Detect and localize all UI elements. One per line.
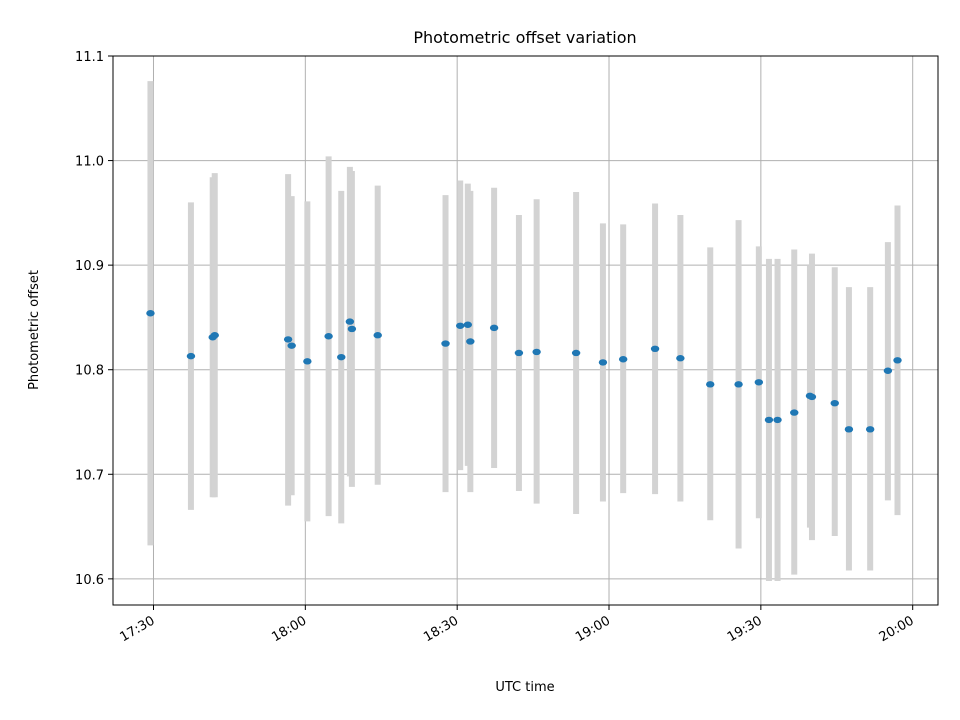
data-point [210,332,219,339]
data-point [650,345,660,352]
data-point [337,353,346,361]
data-point [466,338,475,345]
data-point [830,399,839,407]
x-axis: 17:30 18:00 18:30 19:00 19:30 20:00 [118,605,917,645]
data-points [146,310,902,433]
data-point [287,342,296,349]
data-point [883,367,893,374]
y-axis: 10.6 10.7 10.8 10.9 11.0 11.1 [75,50,113,588]
data-point [773,416,782,424]
x-tick-label: 20:00 [877,613,917,645]
plot-frame [112,55,939,606]
data-point [283,336,293,343]
data-point [893,357,902,364]
data-point [844,426,854,433]
chart-title: Photometric offset variation [413,28,636,47]
data-point [706,381,715,388]
data-point [532,348,541,356]
y-axis-label: Photometric offset [27,270,42,390]
x-tick-label: 19:00 [573,613,613,645]
data-point [618,356,628,363]
data-point [345,318,355,325]
data-point [790,409,799,416]
data-point [373,332,382,339]
x-tick-label: 17:30 [118,613,158,645]
x-tick-label: 19:30 [725,613,765,645]
data-point [347,325,357,333]
x-axis-label: UTC time [495,680,554,695]
data-point [456,322,465,329]
y-tick-label: 10.6 [75,573,104,588]
data-point [764,416,774,424]
data-point [571,349,581,357]
data-point [463,321,473,328]
errorbars [147,81,901,581]
data-point [489,324,499,332]
data-point [146,310,155,317]
data-point [514,349,524,357]
data-point [324,333,333,340]
y-tick-label: 10.8 [75,364,104,379]
x-tick-label: 18:30 [421,613,461,645]
data-point [598,359,608,366]
data-point [303,358,312,365]
y-tick-label: 11.0 [75,155,104,170]
data-point [754,379,764,386]
x-tick-label: 18:00 [269,613,309,645]
data-point [865,426,875,433]
data-point [676,355,685,362]
y-tick-label: 10.9 [75,259,104,274]
data-point [441,340,450,347]
y-tick-label: 11.1 [75,50,104,65]
data-point [186,352,196,360]
data-point [807,393,817,401]
data-point [734,381,743,388]
y-tick-label: 10.7 [75,468,104,483]
